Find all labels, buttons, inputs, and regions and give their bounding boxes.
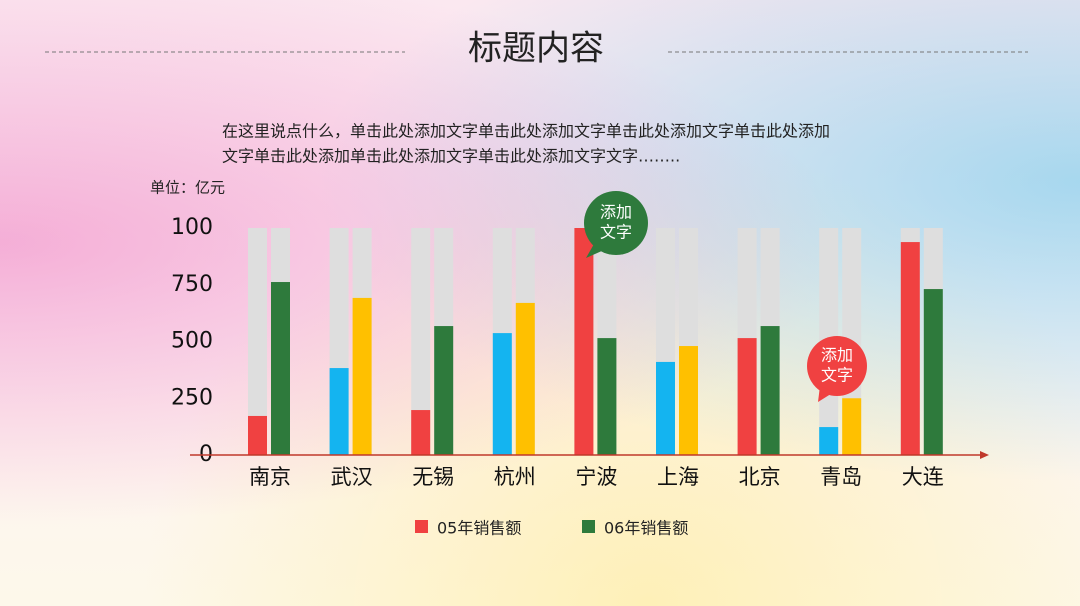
bar — [248, 415, 267, 455]
bar — [329, 368, 349, 455]
y-tick-label: 750 — [171, 272, 213, 297]
bar-track — [248, 228, 267, 455]
x-tick-label: 北京 — [739, 465, 781, 489]
x-tick-label: 青岛 — [820, 465, 862, 489]
bar — [900, 242, 920, 455]
bar — [737, 338, 757, 455]
subtitle-line: 文字单击此处添加单击此处添加文字单击此处添加文字文字…….. — [222, 147, 680, 166]
callout-text: 添加 — [821, 346, 853, 365]
callout-bubble — [584, 191, 648, 255]
bar — [434, 326, 454, 455]
x-tick-label: 大连 — [902, 465, 944, 489]
bar — [923, 289, 943, 455]
y-tick-label: 500 — [171, 329, 213, 354]
x-tick-label: 武汉 — [331, 465, 373, 489]
bar — [492, 333, 512, 455]
y-axis-label: 单位：亿元 — [150, 179, 225, 197]
callout-text: 文字 — [821, 366, 853, 385]
y-tick-label: 100 — [171, 215, 213, 240]
bar — [760, 326, 780, 455]
legend-label: 05年销售额 — [437, 519, 521, 538]
bar — [271, 282, 290, 455]
x-tick-label: 无锡 — [412, 465, 454, 489]
callout-tail — [818, 386, 834, 402]
x-tick-label: 杭州 — [494, 465, 536, 489]
callout-text: 添加 — [600, 203, 632, 222]
callout-text: 文字 — [600, 223, 632, 242]
callout-bubble — [807, 336, 867, 396]
y-tick-label: 250 — [171, 385, 213, 410]
legend-label: 06年销售额 — [604, 519, 688, 538]
bar — [679, 346, 698, 455]
legend-swatch — [415, 520, 428, 533]
callout-tail — [586, 244, 604, 258]
subtitle-line: 在这里说点什么，单击此处添加文字单击此处添加文字单击此处添加文字单击此处添加 — [222, 122, 830, 141]
chart-title: 标题内容 — [468, 29, 604, 69]
bar-track — [411, 228, 431, 455]
x-tick-label: 宁波 — [575, 465, 617, 489]
bar — [819, 427, 839, 455]
bar — [597, 338, 617, 455]
bar — [352, 297, 372, 455]
bar — [842, 398, 862, 455]
x-tick-label: 南京 — [249, 465, 291, 489]
legend-swatch — [582, 520, 595, 533]
x-axis-arrow — [980, 451, 989, 459]
bar — [411, 410, 431, 455]
bar — [574, 228, 594, 455]
bar — [515, 302, 535, 455]
x-tick-label: 上海 — [657, 465, 699, 489]
bar — [656, 361, 675, 455]
